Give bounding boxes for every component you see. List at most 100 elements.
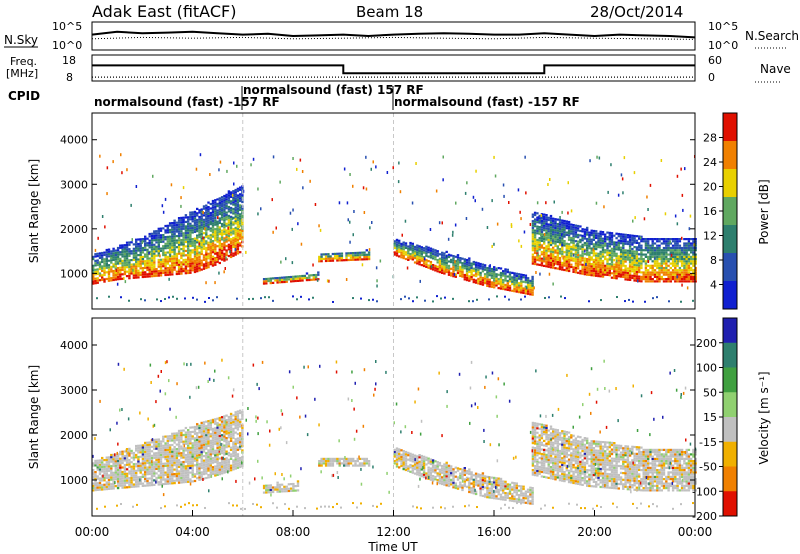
heatmap-cell [105,264,108,267]
heatmap-cell [200,230,203,233]
heatmap-cell [236,462,240,465]
heatmap-cell [406,266,409,270]
heatmap-cell [260,297,262,300]
heatmap-cell [491,199,493,203]
heatmap-cell [166,475,169,478]
heatmap-cell [606,262,609,265]
heatmap-cell [411,253,414,257]
heatmap-cell [214,232,217,235]
heatmap-cell [633,241,636,244]
heatmap-cell [209,423,212,427]
heatmap-cell [407,252,410,255]
heatmap-cell [574,249,578,252]
heatmap-cell [563,268,566,272]
heatmap-cell [157,451,160,455]
heatmap-cell [429,251,433,255]
heatmap-cell [220,420,224,423]
heatmap-cell [182,238,185,241]
heatmap-cell [680,273,684,276]
heatmap-cell [576,247,580,250]
heatmap-cell [626,271,630,275]
heatmap-cell [137,469,140,472]
heatmap-cell [451,233,454,237]
heatmap-cell [610,247,614,250]
heatmap-cell [105,260,108,263]
heatmap-cell [317,271,320,274]
heatmap-cell [92,266,95,270]
heatmap-cell [214,248,217,251]
heatmap-cell [504,275,507,278]
heatmap-cell [227,440,231,443]
heatmap-cell [198,438,201,441]
heatmap-cell [232,232,235,235]
heatmap-cell [148,235,151,238]
heatmap-cell [198,456,201,459]
heatmap-cell [658,278,661,281]
heatmap-cell [393,240,396,243]
heatmap-cell [513,274,516,277]
heatmap-cell [694,242,697,245]
heatmap-cell [544,504,546,507]
heatmap-cell [635,275,639,278]
heatmap-cell [407,247,410,250]
heatmap-cell [125,452,129,455]
heatmap-cell [429,263,433,266]
heatmap-cell [168,455,172,458]
heatmap-cell [223,243,226,247]
heatmap-cell [207,201,210,204]
heatmap-cell [107,275,111,278]
heatmap-cell [372,160,374,164]
heatmap-cell [581,237,584,240]
heatmap-cell [159,476,163,479]
heatmap-cell [447,273,451,276]
heatmap-cell [193,441,197,444]
velocity-heatmap [92,318,697,516]
heatmap-cell [220,242,224,246]
heatmap-cell [236,241,240,244]
heatmap-cell [461,266,464,269]
heatmap-cell [606,267,609,270]
heatmap-cell [198,242,200,246]
heatmap-cell [187,216,190,219]
heatmap-cell [660,278,663,281]
heatmap-cell [516,502,518,505]
heatmap-cell [175,475,179,478]
heatmap-cell [690,266,693,270]
heatmap-cell [676,262,679,265]
heatmap-cell [407,245,410,248]
heatmap-cell [137,478,140,481]
heatmap-cell [567,225,571,228]
heatmap-cell [622,244,625,247]
heatmap-cell [574,253,578,256]
heatmap-cell [432,300,434,303]
heatmap-cell [236,446,240,449]
heatmap-cell [595,252,598,255]
heatmap-cell [592,265,596,268]
heatmap-cell [141,251,145,254]
heatmap-cell [552,217,555,220]
heatmap-cell [173,226,176,229]
heatmap-cell [182,218,185,221]
heatmap-cell [477,280,480,283]
heatmap-cell [488,269,491,272]
heatmap-cell [579,263,582,266]
heatmap-cell [665,273,668,276]
heatmap-cell [164,197,167,201]
heatmap-cell [524,287,528,290]
heatmap-cell [225,231,228,234]
heatmap-cell [162,238,165,241]
heatmap-cell [692,242,695,245]
heatmap-cell [196,434,199,437]
heatmap-cell [538,259,541,262]
heatmap-cell [205,258,208,261]
heatmap-cell [116,278,120,281]
heatmap-cell [144,299,146,302]
heatmap-cell [523,230,526,234]
heatmap-cell [649,253,652,256]
heatmap-cell [164,231,167,234]
heatmap-cell [130,467,133,470]
heatmap-cell [177,245,181,249]
heatmap-cell [94,459,97,462]
heatmap-cell [141,473,145,476]
heatmap-cell [207,246,210,249]
